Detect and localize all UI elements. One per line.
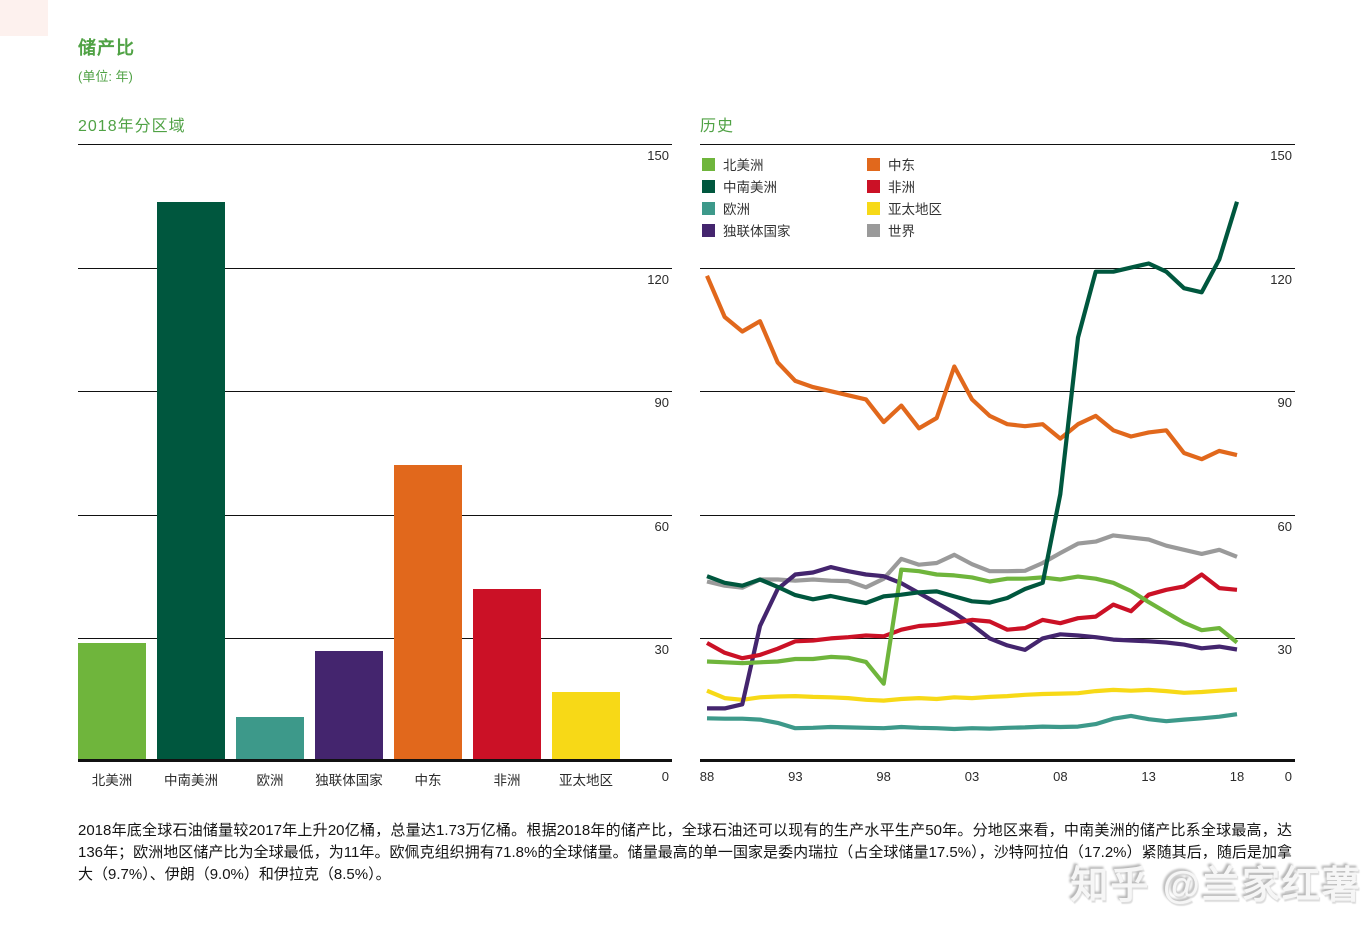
page-unit: (单位: 年) — [78, 69, 133, 84]
bar-chart-gridline-30 — [78, 638, 672, 640]
legend-item-中南美洲: 中南美洲 — [702, 175, 791, 197]
bar-label-非洲: 非洲 — [493, 773, 521, 788]
legend-item-亚太地区: 亚太地区 — [867, 197, 942, 219]
bar-独联体国家 — [315, 650, 383, 762]
bar-chart-bars — [78, 144, 672, 762]
line-独联体国家 — [707, 565, 1238, 711]
legend-item-世界: 世界 — [867, 219, 942, 241]
bar-chart: 2018年分区域 150 120 90 60 30 北美洲 中南美洲 欧洲 独联体国家 中东 非洲… — [78, 112, 672, 795]
line-chart-gridline-90 — [700, 391, 1295, 393]
bar-欧洲 — [236, 716, 304, 762]
line-非洲 — [705, 572, 1238, 661]
line-chart-xtick-03: 03 — [964, 769, 980, 784]
bar-chart-gridline-60 — [78, 514, 672, 516]
bar-label-中东: 中东 — [414, 773, 442, 788]
line-北美洲 — [706, 567, 1239, 686]
line-chart-plot: 北美洲中南美洲欧洲独联体国家 中东非洲亚太地区世界 150 120 90 60 30 — [700, 144, 1295, 762]
bar-亚太地区 — [552, 691, 620, 762]
legend-swatch-icon — [867, 223, 880, 237]
line-chart-xtick-row: 88 93 98 03 08 13 18 0 — [700, 769, 1295, 795]
bar-chart-x-axis — [78, 759, 672, 762]
legend-label: 世界 — [888, 224, 915, 239]
bar-chart-ytick-120: 120 — [647, 271, 669, 287]
line-chart-xtick-88: 88 — [699, 769, 715, 784]
legend-item-独联体国家: 独联体国家 — [702, 219, 791, 241]
line-chart-xtick-08: 08 — [1053, 769, 1068, 784]
line-亚太地区 — [706, 687, 1238, 703]
line-chart-xtick-18: 18 — [1229, 769, 1245, 784]
line-chart-ytick-60: 60 — [1277, 518, 1292, 534]
watermark: 知乎 @兰家红薯 — [1070, 865, 1362, 907]
line-chart-xtick-93: 93 — [788, 769, 803, 784]
bar-chart-ytick-30: 30 — [654, 642, 669, 658]
bar-中南美洲 — [157, 201, 225, 762]
line-chart: 历史 北美洲中南美洲欧洲独联体国家 中东非洲亚太地区世界 150 120 90 60 30… — [700, 112, 1295, 795]
bar-label-独联体国家: 独联体国家 — [315, 773, 383, 788]
legend-column-2: 中东非洲亚太地区世界 — [867, 153, 942, 241]
legend-label: 非洲 — [888, 180, 915, 195]
bar-chart-ytick-150: 150 — [647, 148, 669, 163]
legend-label: 中东 — [888, 158, 915, 173]
line-chart-gridline-150 — [700, 144, 1295, 145]
bar-label-北美洲: 北美洲 — [91, 773, 133, 788]
legend-swatch-icon — [867, 201, 880, 215]
bar-非洲 — [473, 588, 541, 762]
legend-swatch-icon — [867, 157, 880, 171]
bar-chart-ytick-60: 60 — [654, 518, 669, 534]
bar-label-亚太地区: 亚太地区 — [559, 773, 613, 788]
bar-chart-plot: 150 120 90 60 30 — [78, 144, 672, 762]
legend-label: 独联体国家 — [723, 224, 791, 239]
line-chart-gridline-30 — [700, 638, 1295, 640]
bar-chart-title: 2018年分区域 — [78, 118, 186, 135]
line-中南美洲 — [706, 201, 1240, 606]
line-chart-xtick-13: 13 — [1141, 769, 1156, 784]
bar-chart-ytick-90: 90 — [654, 395, 669, 411]
bar-label-欧洲: 欧洲 — [256, 773, 284, 788]
line-chart-x-axis — [700, 759, 1295, 762]
line-chart-ytick-30: 30 — [1277, 642, 1292, 658]
line-chart-title: 历史 — [700, 118, 735, 135]
bar-chart-gridline-120 — [78, 267, 672, 269]
header: 储产比 (单位: 年) — [78, 34, 135, 85]
line-chart-gridline-60 — [700, 514, 1295, 516]
bar-chart-ytick-0: 0 — [661, 769, 669, 784]
line-chart-ytick-90: 90 — [1277, 395, 1292, 411]
legend-item-欧洲: 欧洲 — [702, 197, 791, 219]
line-chart-xtick-98: 98 — [876, 769, 891, 784]
legend-label: 欧洲 — [723, 202, 750, 217]
line-欧洲 — [706, 712, 1238, 732]
page-title: 储产比 — [78, 38, 135, 58]
legend-swatch-icon — [702, 157, 715, 171]
line-chart-ytick-120: 120 — [1270, 271, 1292, 287]
caption-paragraph: 2018年底全球石油储量较2017年上升20亿桶，总量达1.73万亿桶。根据20… — [78, 822, 1292, 883]
line-中东 — [705, 274, 1238, 462]
line-世界 — [706, 533, 1238, 590]
legend-column-1: 北美洲中南美洲欧洲独联体国家 — [702, 153, 791, 241]
legend-item-北美洲: 北美洲 — [702, 153, 791, 175]
legend-item-中东: 中东 — [867, 153, 942, 175]
line-chart-svg — [705, 201, 1240, 732]
line-chart-ytick-0: 0 — [1284, 769, 1292, 784]
legend-label: 中南美洲 — [723, 180, 777, 195]
corner-tint — [0, 0, 48, 36]
bar-chart-gridline-150 — [78, 144, 672, 145]
bar-北美洲 — [78, 642, 146, 762]
legend-swatch-icon — [702, 201, 715, 215]
line-chart-ytick-150: 150 — [1270, 148, 1292, 163]
legend-swatch-icon — [867, 179, 880, 193]
bar-label-中南美洲: 中南美洲 — [164, 773, 218, 788]
legend-label: 北美洲 — [723, 158, 764, 173]
bar-中东 — [394, 465, 462, 762]
bar-chart-category-row: 北美洲 中南美洲 欧洲 独联体国家 中东 非洲 亚太地区 0 — [78, 769, 672, 795]
legend-item-非洲: 非洲 — [867, 175, 942, 197]
line-chart-gridline-120 — [700, 267, 1295, 269]
legend-swatch-icon — [702, 179, 715, 193]
legend-swatch-icon — [702, 223, 715, 237]
legend-label: 亚太地区 — [888, 202, 942, 217]
bar-chart-gridline-90 — [78, 391, 672, 393]
